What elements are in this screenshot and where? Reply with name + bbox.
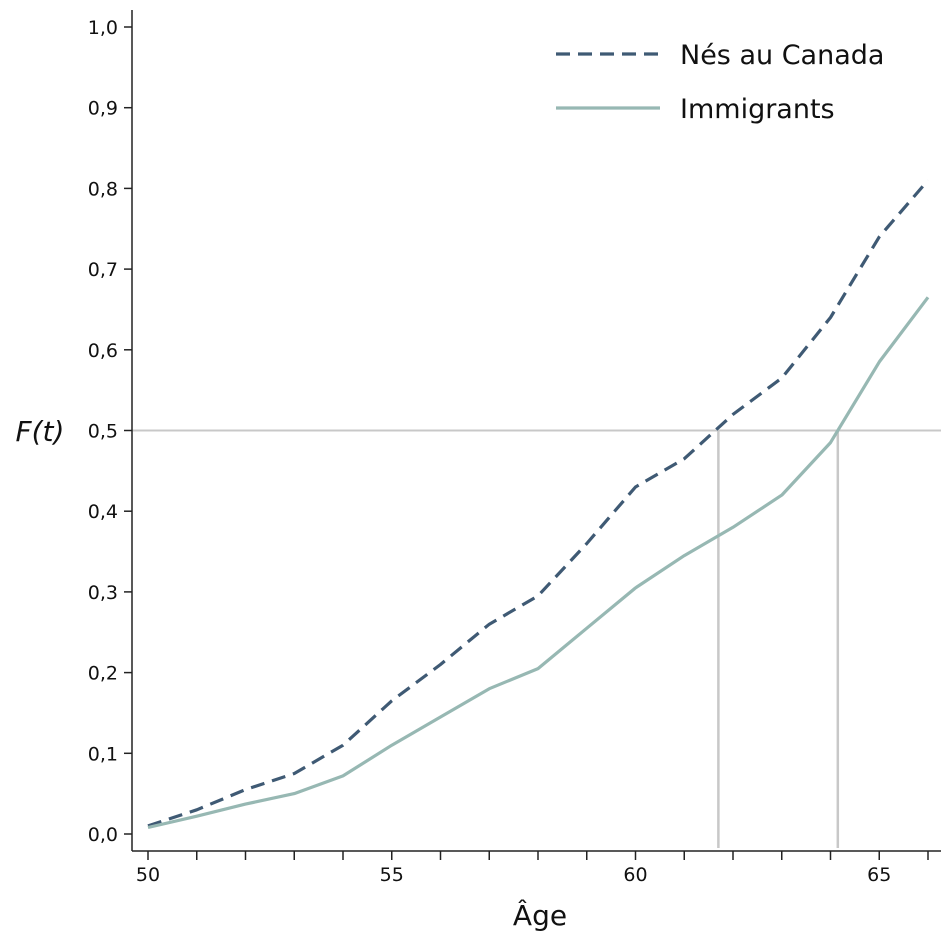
axes: 0,0 0,1 0,2 0,3 0,4 0,5 0,6 0,7 0,8 0,9 1,0 50 55 60 6… — [88, 10, 941, 886]
y-tick-label: 0,5 — [88, 421, 118, 443]
y-tick-label: 0,0 — [88, 824, 118, 846]
y-tick-label: 0,7 — [88, 259, 118, 281]
y-tick-label: 0,1 — [88, 743, 118, 765]
y-tick-label: 1,0 — [88, 17, 118, 39]
y-tick-label: 0,6 — [88, 340, 118, 362]
series-line-immigrants — [147, 296, 930, 830]
series-line-nes-au-canada — [147, 179, 930, 828]
y-tick-label: 0,8 — [88, 178, 118, 200]
legend-label-immigrants: Immigrants — [680, 94, 835, 125]
x-axis-title: Âge — [513, 898, 567, 932]
y-tick-label: 0,9 — [88, 98, 118, 120]
x-tick-label: 55 — [380, 864, 404, 886]
y-tick-label: 0,4 — [88, 501, 118, 523]
y-tick-label: 0,3 — [88, 582, 118, 604]
y-axis-title: F(t) — [16, 415, 65, 448]
x-tick-label: 65 — [867, 864, 891, 886]
y-tick-label: 0,2 — [88, 663, 118, 685]
legend: Nés au Canada Immigrants — [556, 40, 884, 125]
x-tick-label: 50 — [136, 864, 160, 886]
series-lines — [147, 179, 930, 830]
reference-lines — [132, 429, 941, 848]
x-tick-label: 60 — [623, 864, 647, 886]
legend-label-nes-au-canada: Nés au Canada — [680, 40, 884, 71]
